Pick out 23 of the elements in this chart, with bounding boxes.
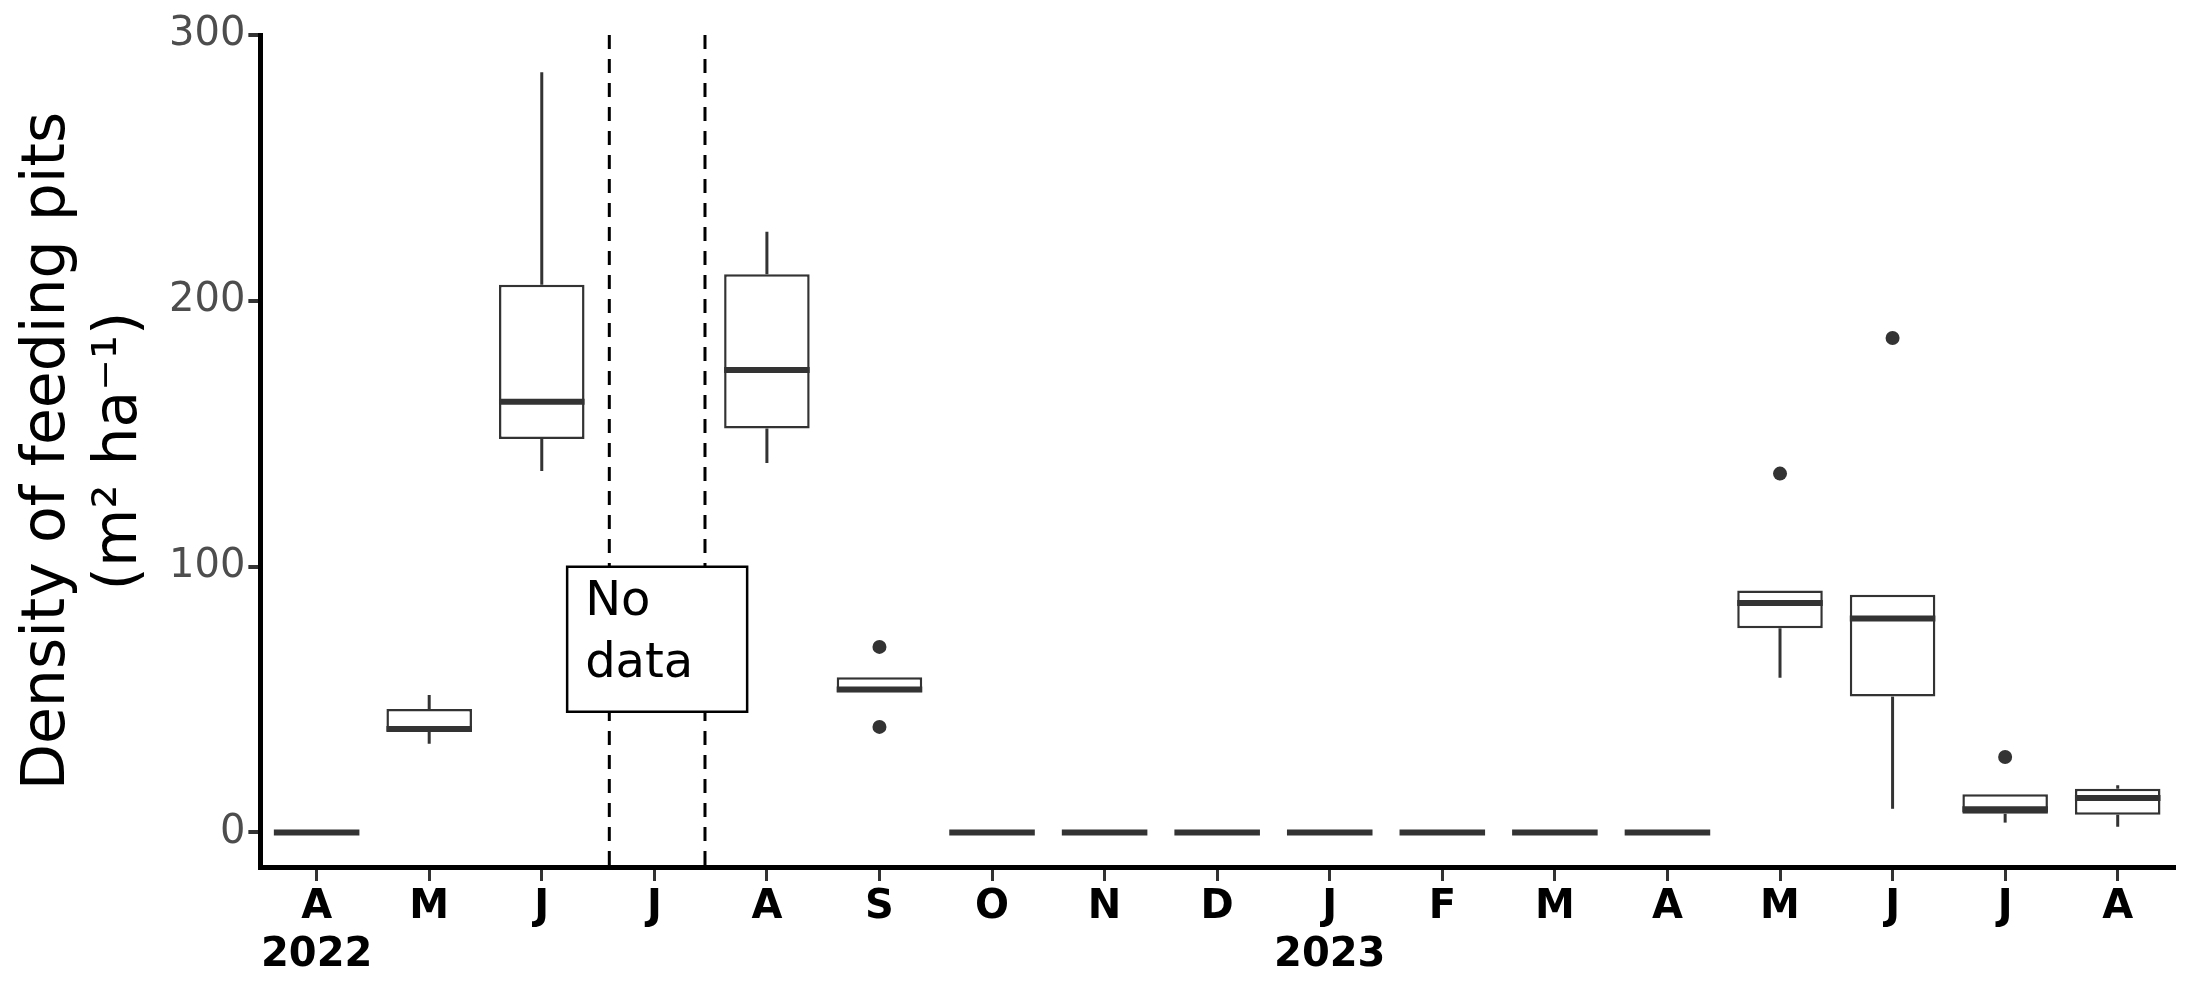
- x-tick-label: A 2022: [260, 881, 373, 976]
- x-tick-label: N: [1087, 881, 1122, 928]
- x-tick-label: S: [865, 881, 894, 928]
- x-tick-label: J: [1882, 881, 1901, 928]
- y-axis-title: Density of feeding pits (m² ha⁻¹): [7, 111, 150, 791]
- x-tick-label: J: [531, 881, 550, 928]
- y-tick-label: 100: [168, 540, 246, 587]
- x-tick-label: O: [975, 881, 1010, 928]
- y-tick-label: 0: [219, 805, 246, 852]
- x-tick-label: J: [643, 881, 662, 928]
- y-tick-label: 300: [168, 8, 246, 55]
- annotation: No data: [585, 570, 694, 689]
- x-tick-label: F: [1428, 881, 1456, 928]
- x-tick-label: A: [2102, 881, 2134, 928]
- x-tick-label: M: [409, 881, 450, 928]
- x-tick-label: M: [1534, 881, 1575, 928]
- y-tick-label: 200: [168, 274, 246, 321]
- x-tick-label: J 2023: [1274, 881, 1386, 976]
- x-tick-label: J: [1994, 881, 2013, 928]
- x-tick-label: A: [1651, 881, 1683, 928]
- x-tick-label: D: [1200, 881, 1234, 928]
- x-tick-label: M: [1760, 881, 1800, 928]
- x-tick-label: A: [751, 881, 783, 928]
